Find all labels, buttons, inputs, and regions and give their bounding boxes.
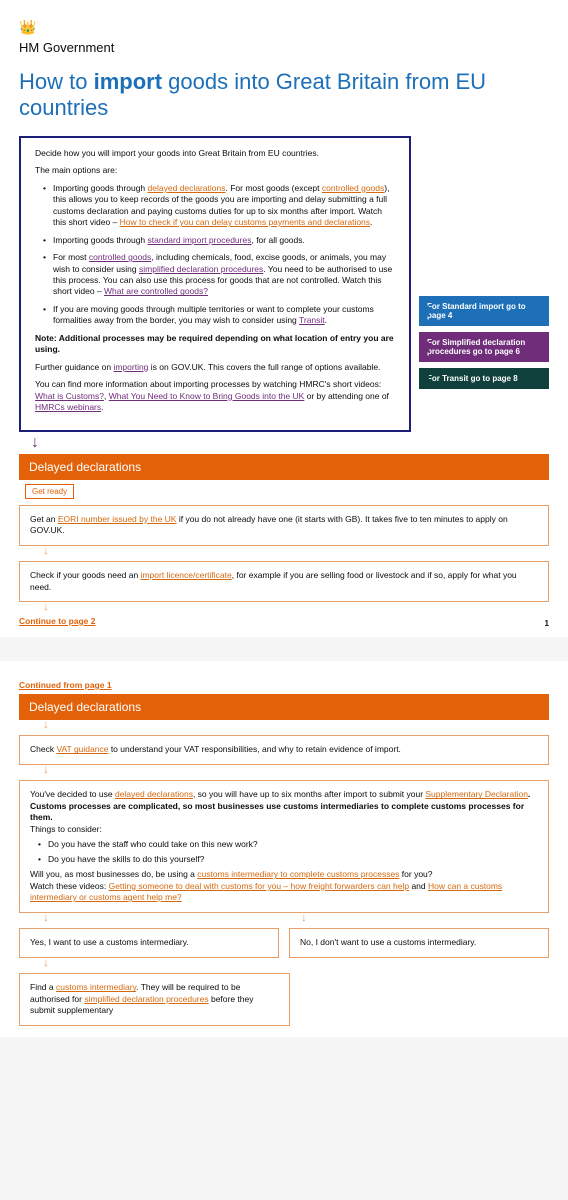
btn-transit[interactable]: For Transit go to page 8 (419, 368, 549, 389)
further: Further guidance on importing is on GOV.… (35, 362, 397, 373)
intro: Decide how you will import your goods in… (35, 148, 397, 159)
things-label: Things to consider: (30, 824, 538, 835)
link-what-controlled[interactable]: What are controlled goods? (104, 286, 208, 296)
btn-simplified[interactable]: For Simplified declaration procedures go… (419, 332, 549, 362)
connector-icon: ↓ (43, 765, 549, 775)
choice-yes: Yes, I want to use a customs intermediar… (19, 928, 279, 957)
link-transit[interactable]: Transit (299, 315, 325, 325)
options-list: Importing goods through delayed declarat… (35, 183, 397, 327)
page-2: Continued from page 1 Delayed declaratio… (0, 661, 568, 1037)
link-importing[interactable]: importing (113, 362, 148, 372)
link-delayed-declarations[interactable]: delayed declarations (148, 183, 226, 193)
option-transit: If you are moving goods through multiple… (45, 304, 397, 327)
gov-name: HM Government (19, 40, 549, 55)
page-title: How to import goods into Great Britain f… (19, 69, 549, 122)
link-simplified-procedures[interactable]: simplified declaration procedures (139, 264, 263, 274)
link-import-licence[interactable]: import licence/certificate (141, 570, 232, 580)
main-options-label: The main options are: (35, 165, 397, 176)
link-continue-page-2[interactable]: Continue to page 2 (19, 616, 96, 626)
link-find-intermediary[interactable]: customs intermediary (56, 982, 136, 992)
logo-row: 👑 (19, 19, 549, 36)
link-video-1[interactable]: What is Customs? (35, 391, 104, 401)
tag-get-ready: Get ready (25, 484, 74, 499)
link-controlled-goods[interactable]: controlled goods (322, 183, 384, 193)
main-row: Decide how you will import your goods in… (19, 136, 549, 432)
step-intermediary-decision: You've decided to use delayed declaratio… (19, 780, 549, 912)
page-1: 👑 HM Government How to import goods into… (0, 0, 568, 637)
connector-icon: ↓ (43, 546, 549, 556)
link-simplified-2[interactable]: simplified declaration procedures (84, 994, 208, 1004)
side-buttons: For Standard import go to page 4 For Sim… (419, 296, 549, 389)
link-video-2[interactable]: What You Need to Know to Bring Goods int… (109, 391, 305, 401)
step-vat: Check VAT guidance to understand your VA… (19, 735, 549, 764)
thing-1: Do you have the staff who could take on … (40, 839, 538, 850)
videos: You can find more information about impo… (35, 379, 397, 413)
title-pre: How to (19, 69, 94, 94)
option-simplified: For most controlled goods, including che… (45, 252, 397, 298)
note: Note: Additional processes may be requir… (35, 333, 397, 356)
title-bold: import (94, 69, 162, 94)
option-standard: Importing goods through standard import … (45, 235, 397, 246)
link-customs-intermediary[interactable]: customs intermediary to complete customs… (197, 869, 399, 879)
step-eori: Get an EORI number issued by the UK if y… (19, 505, 549, 546)
crown-icon: 👑 (19, 19, 36, 36)
page-number: 1 (545, 619, 549, 628)
decision-split: Yes, I want to use a customs intermediar… (19, 928, 549, 957)
link-standard-import[interactable]: standard import procedures (148, 235, 252, 245)
link-how-to-check[interactable]: How to check if you can delay customs pa… (120, 217, 370, 227)
decision-split-2: Find a customs intermediary. They will b… (19, 973, 549, 1025)
split-connector: ↓ ↓ (19, 913, 549, 923)
choice-no: No, I don't want to use a customs interm… (289, 928, 549, 957)
link-controlled-goods-2[interactable]: controlled goods (89, 252, 151, 262)
option-delayed: Importing goods through delayed declarat… (45, 183, 397, 229)
step-licence: Check if your goods need an import licen… (19, 561, 549, 602)
section-delayed-declarations-2: Delayed declarations (19, 694, 549, 720)
thing-2: Do you have the skills to do this yourse… (40, 854, 538, 865)
link-continued-from[interactable]: Continued from page 1 (19, 680, 112, 690)
btn-standard-import[interactable]: For Standard import go to page 4 (419, 296, 549, 326)
connector-icon: ↓ (43, 602, 549, 612)
connector-icon: ↓ (43, 720, 549, 730)
things-list: Do you have the staff who could take on … (30, 839, 538, 865)
section-delayed-declarations: Delayed declarations (19, 454, 549, 480)
split-connector-2: ↓ ↓ (19, 958, 549, 968)
link-webinars[interactable]: HMRCs webinars (35, 402, 101, 412)
decision-box: Decide how you will import your goods in… (19, 136, 411, 432)
link-eori[interactable]: EORI number issued by the UK (58, 514, 177, 524)
link-video-freight[interactable]: Getting someone to deal with customs for… (109, 881, 410, 891)
flow-arrow-icon: ↓ (31, 434, 549, 452)
step-find-intermediary: Find a customs intermediary. They will b… (19, 973, 290, 1025)
link-vat-guidance[interactable]: VAT guidance (56, 744, 108, 754)
link-delayed-2[interactable]: delayed declarations (115, 789, 193, 799)
link-supplementary[interactable]: Supplementary Declaration (425, 789, 528, 799)
